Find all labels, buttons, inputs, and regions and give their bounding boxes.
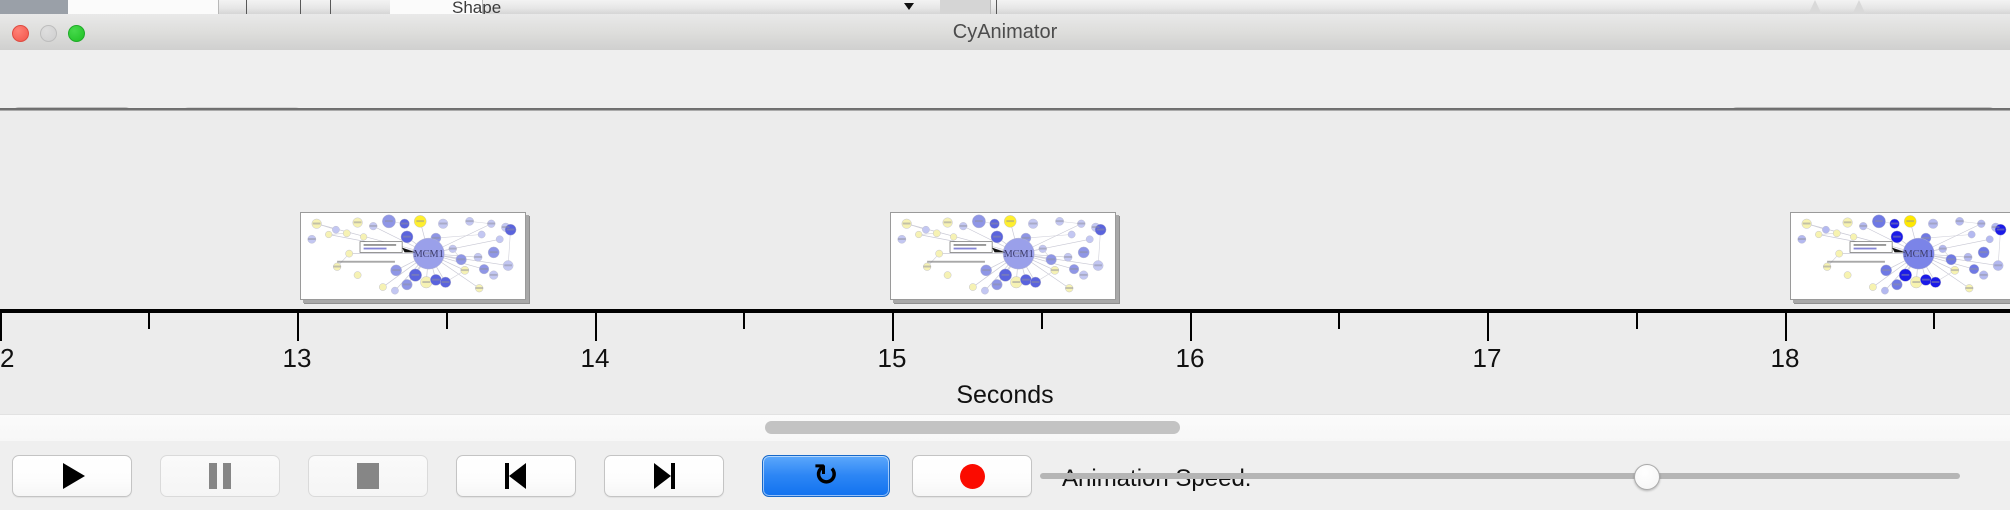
stop-icon bbox=[357, 463, 379, 489]
axis-tick-major bbox=[0, 313, 2, 341]
network-graph: MCM1 bbox=[301, 213, 525, 299]
close-window-button[interactable] bbox=[12, 25, 29, 42]
slider-thumb[interactable] bbox=[1634, 464, 1660, 490]
axis-tick-label: 15 bbox=[877, 343, 907, 373]
timeline-frame-thumbnail[interactable]: MCM1 bbox=[890, 212, 1116, 300]
slider-track bbox=[1040, 473, 1960, 479]
pause-button bbox=[160, 455, 280, 497]
axis-tick-minor bbox=[1041, 313, 1043, 329]
timeline-panel[interactable]: 12 13 14 15 16 17 18 Seconds MCM1 MCM1 MCM1 bbox=[0, 111, 2010, 414]
stop-button bbox=[308, 455, 428, 497]
axis-tick-major bbox=[892, 313, 894, 341]
axis-tick-major bbox=[1785, 313, 1787, 341]
axis-tick-minor bbox=[1338, 313, 1340, 329]
record-icon bbox=[959, 463, 985, 489]
axis-tick-label: 18 bbox=[1770, 343, 1800, 373]
animation-speed-slider[interactable] bbox=[1040, 455, 1960, 497]
play-button[interactable] bbox=[12, 455, 132, 497]
window-title: CyAnimator bbox=[952, 21, 1058, 43]
axis-tick-major bbox=[297, 313, 299, 341]
svg-text:MCM1: MCM1 bbox=[414, 249, 444, 260]
axis-tick-minor bbox=[743, 313, 745, 329]
axis-tick-label: 16 bbox=[1175, 343, 1205, 373]
skip-back-icon bbox=[503, 463, 529, 489]
play-icon bbox=[63, 463, 85, 489]
network-graph: MCM1 bbox=[891, 213, 1115, 299]
loop-button[interactable]: ↻ bbox=[762, 455, 890, 497]
axis-tick-label: 17 bbox=[1472, 343, 1502, 373]
playback-control-bar: ↻ Animation Speed: bbox=[0, 441, 2010, 510]
axis-tick-major bbox=[595, 313, 597, 341]
timeline-axis-title: Seconds bbox=[956, 381, 1054, 409]
record-button[interactable] bbox=[912, 455, 1032, 497]
frame-toolbar: Clear All Frames bbox=[0, 50, 2010, 147]
skip-forward-icon bbox=[651, 463, 677, 489]
timeline-axis bbox=[0, 309, 2010, 313]
toolbar-separator bbox=[0, 108, 2010, 111]
axis-tick-label: 14 bbox=[580, 343, 610, 373]
axis-tick-minor bbox=[1933, 313, 1935, 329]
timeline-horizontal-scrollbar[interactable] bbox=[0, 414, 2010, 442]
window-controls bbox=[12, 25, 85, 42]
skip-back-button[interactable] bbox=[456, 455, 576, 497]
scrollbar-thumb[interactable] bbox=[765, 421, 1180, 434]
axis-tick-label: 12 bbox=[0, 343, 15, 373]
maximize-window-button[interactable] bbox=[68, 25, 85, 42]
background-window-strip: Shape bbox=[0, 0, 2010, 15]
loop-icon: ↻ bbox=[813, 458, 839, 493]
title-bar: CyAnimator bbox=[0, 14, 2010, 51]
svg-text:MCM1: MCM1 bbox=[1904, 249, 1934, 260]
background-window-label: Shape bbox=[452, 0, 502, 15]
network-graph: MCM1 bbox=[1791, 213, 2010, 299]
pause-icon bbox=[209, 463, 231, 489]
minimize-window-button[interactable] bbox=[40, 25, 57, 42]
axis-tick-major bbox=[1487, 313, 1489, 341]
svg-text:MCM1: MCM1 bbox=[1004, 249, 1034, 260]
axis-tick-major bbox=[1190, 313, 1192, 341]
timeline-frame-thumbnail[interactable]: MCM1 bbox=[1790, 212, 2010, 300]
axis-tick-label: 13 bbox=[282, 343, 312, 373]
axis-tick-minor bbox=[446, 313, 448, 329]
skip-forward-button[interactable] bbox=[604, 455, 724, 497]
timeline-frame-thumbnail[interactable]: MCM1 bbox=[300, 212, 526, 300]
axis-tick-minor bbox=[148, 313, 150, 329]
axis-tick-minor bbox=[1636, 313, 1638, 329]
